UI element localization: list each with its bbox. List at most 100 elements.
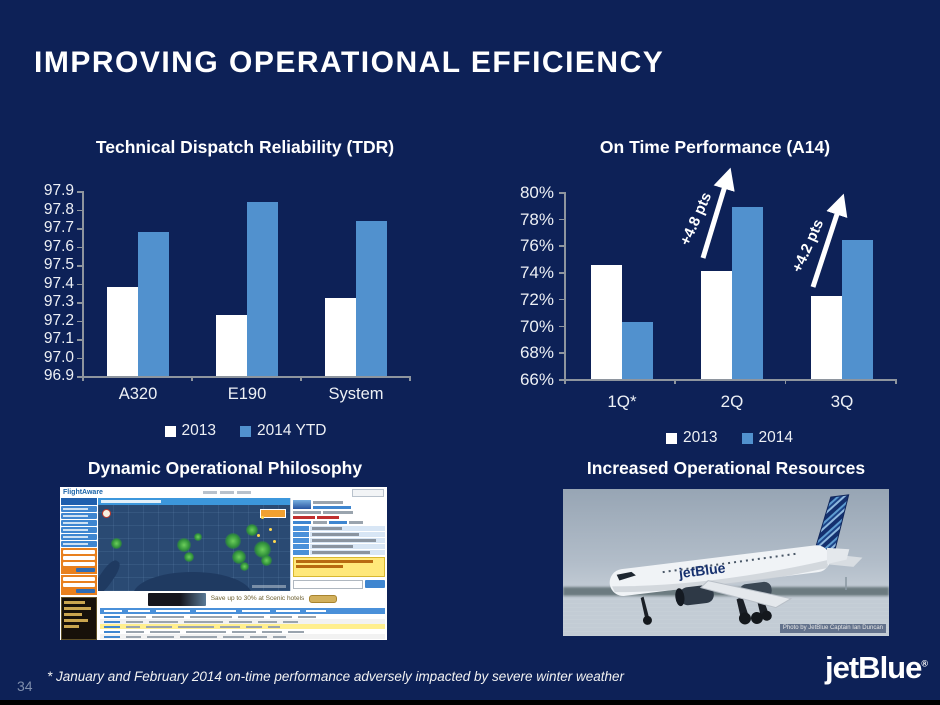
- table-header-cell: [306, 610, 326, 612]
- legend-swatch: [239, 425, 251, 437]
- route-dot: [261, 516, 265, 520]
- weather-radar-blob: [184, 551, 195, 562]
- sidebar-buttons-placeholder: [61, 506, 97, 547]
- map-alert-badge: [260, 509, 287, 519]
- sidebar-button: [61, 534, 97, 540]
- y-tick-label: 97.7: [43, 219, 74, 236]
- sidebar-button: [61, 513, 97, 519]
- x-tick-mark: [674, 379, 676, 384]
- table-cell-placeholder: [232, 630, 256, 633]
- y-tick-mark: [77, 320, 82, 322]
- table-cell-placeholder: [288, 630, 304, 633]
- table-cell-placeholder: [238, 615, 264, 618]
- flightaware-search-placeholder: [352, 488, 384, 497]
- bar-2013-E190: [216, 314, 247, 376]
- weather-radar-blob: [253, 541, 271, 559]
- table-cell-placeholder: [186, 630, 226, 633]
- panel-ior-title: Increased Operational Resources: [586, 458, 866, 478]
- x-axis: [564, 379, 895, 381]
- flight-list-table: [98, 607, 387, 640]
- detail-label-placeholder: [293, 526, 309, 531]
- table-cell-placeholder: [220, 625, 240, 628]
- bar-2013-2Q: [701, 270, 732, 379]
- detail-value-placeholder: [310, 526, 385, 531]
- weather-radar-blob: [240, 562, 250, 572]
- table-cell-placeholder: [126, 635, 141, 638]
- table-cell-placeholder: [190, 615, 232, 618]
- y-tick-mark: [559, 352, 564, 354]
- x-tick-mark: [895, 379, 897, 384]
- y-tick-mark: [559, 272, 564, 274]
- x-tick-mark: [300, 376, 302, 381]
- detail-value-bar: [312, 539, 376, 542]
- bar-2014-2Q: [732, 206, 763, 379]
- detail-value-placeholder: [310, 532, 385, 537]
- table-cell-placeholder: [268, 625, 280, 628]
- bar-2013-System: [325, 298, 356, 376]
- detail-value-bar: [312, 551, 370, 554]
- sidebar-header-placeholder: [61, 498, 97, 505]
- flight-info-panel: [290, 498, 387, 592]
- sidebar-button: [61, 520, 97, 526]
- chart-tdr-title: Technical Dispatch Reliability (TDR): [95, 137, 395, 157]
- y-tick-label: 97.9: [43, 182, 74, 199]
- sidebar-form2-placeholder: [61, 575, 97, 595]
- sidebar-form-placeholder: [61, 548, 97, 574]
- flight-table-row: [100, 634, 385, 639]
- flight-table-row: [100, 629, 385, 634]
- table-cell-placeholder: [184, 620, 223, 623]
- sidebar-button: [61, 527, 97, 533]
- table-cell-placeholder: [126, 630, 144, 633]
- airplane-illustration: jetBlue: [609, 494, 863, 625]
- table-cell-placeholder: [246, 625, 262, 628]
- annotation-label: +4.2 pts: [788, 216, 828, 276]
- flight-search-placeholder: [293, 580, 385, 589]
- aircraft-thumbnail: [293, 500, 311, 509]
- y-tick-label: 97.2: [43, 311, 74, 329]
- sidebar-button: [61, 506, 97, 512]
- x-category-label: 2Q: [720, 392, 744, 411]
- y-tick-mark: [559, 192, 564, 194]
- y-tick-mark: [77, 209, 82, 211]
- y-tick-label: 97.8: [43, 200, 74, 218]
- weather-radar-blob: [245, 524, 258, 536]
- detail-label-placeholder: [293, 538, 309, 543]
- y-tick-mark: [77, 339, 82, 341]
- y-tick-mark: [559, 245, 564, 247]
- flight-link-placeholder: [104, 620, 120, 623]
- detail-value-bar: [312, 533, 359, 536]
- table-cell-placeholder: [229, 620, 252, 623]
- search-input-placeholder: [293, 580, 363, 589]
- table-cell-placeholder: [180, 635, 217, 638]
- table-cell-placeholder: [149, 620, 178, 623]
- weather-radar-blob: [232, 549, 247, 564]
- chart-otp-title: On Time Performance (A14): [599, 137, 831, 157]
- y-tick-mark: [559, 379, 564, 381]
- y-tick-label: 97.5: [43, 256, 74, 273]
- legend-item: 2014: [741, 429, 793, 447]
- jetblue-logo: jetBlue®: [825, 650, 928, 685]
- detail-value-bar: [312, 527, 342, 530]
- us-weather-map: [98, 505, 290, 592]
- banner-ad-text: Save up to 30% at Scenic hotels: [210, 594, 305, 602]
- photo-caption: Photo by JetBlue Captain Ian Duncan: [779, 623, 886, 633]
- jetblue-airplane-photo: jetBlue Photo by JetBlue Captain Ian Dun…: [563, 489, 889, 636]
- flight-detail-row: [293, 544, 385, 549]
- chart-legend: 2013 2014 YTD: [82, 422, 409, 440]
- flight-link-placeholder: [104, 625, 120, 628]
- bar-2013-1Q: [591, 265, 622, 379]
- weather-radar-blob: [224, 532, 241, 549]
- y-tick-label: 72%: [519, 289, 554, 309]
- panel-dop-title: Dynamic Operational Philosophy: [87, 458, 363, 478]
- flight-link-placeholder: [104, 630, 120, 633]
- weather-radar-blob: [194, 532, 202, 541]
- y-tick-label: 97.6: [43, 237, 74, 255]
- flightaware-nav-placeholder: [203, 491, 252, 494]
- y-tick-label: 97.1: [43, 330, 74, 347]
- x-tick-mark: [191, 376, 193, 381]
- route-dot: [257, 534, 261, 538]
- chart-tdr: Technical Dispatch Reliability (TDR) 97.…: [30, 133, 460, 463]
- bar-2014-ytd-E190: [247, 202, 278, 376]
- y-axis: [82, 191, 84, 376]
- map-titlebar-placeholder: [98, 498, 290, 505]
